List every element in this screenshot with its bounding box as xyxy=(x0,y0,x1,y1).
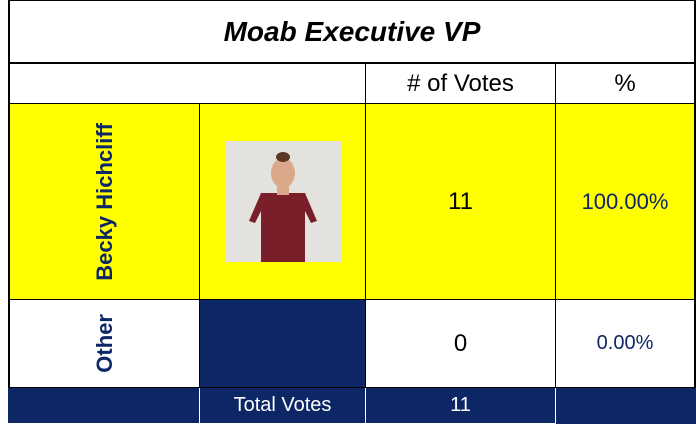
total-votes: 11 xyxy=(366,388,556,424)
total-label: Total Votes xyxy=(200,388,366,424)
percent-value: 100.00% xyxy=(556,104,696,300)
header-blank xyxy=(8,64,366,104)
candidate-name-cell: Other xyxy=(8,300,200,388)
votes-value: 11 xyxy=(366,104,556,300)
percent-value: 0.00% xyxy=(556,300,696,388)
vote-table: Moab Executive VP # of Votes % Becky Hic… xyxy=(8,0,696,424)
table-title: Moab Executive VP xyxy=(8,0,696,64)
total-blank xyxy=(8,388,200,424)
header-percent: % xyxy=(556,64,696,104)
photo-cell xyxy=(200,300,366,388)
candidate-name-cell: Becky Hichcliff xyxy=(8,104,200,300)
votes-value: 0 xyxy=(366,300,556,388)
photo-cell xyxy=(200,104,366,300)
candidate-name: Becky Hichcliff xyxy=(91,122,117,281)
candidate-photo xyxy=(224,141,341,262)
header-votes: # of Votes xyxy=(366,64,556,104)
total-blank xyxy=(556,388,696,424)
candidate-name: Other xyxy=(91,314,117,373)
